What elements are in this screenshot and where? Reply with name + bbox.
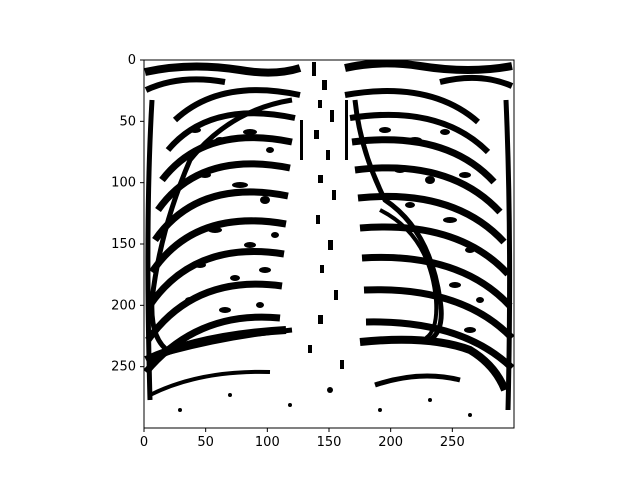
noise-speckle <box>178 387 472 417</box>
x-tick-label: 250 <box>440 435 465 450</box>
right-rib-9 <box>365 318 514 371</box>
x-tick-label: 100 <box>255 435 280 450</box>
x-tick-label: 150 <box>317 435 342 450</box>
clavicle-left <box>144 62 302 77</box>
y-axis: 0 50 100 150 200 250 <box>111 53 144 375</box>
right-lung-outline <box>352 99 444 343</box>
x-axis: 0 50 100 150 200 250 <box>140 428 465 450</box>
left-rib-1 <box>172 87 301 123</box>
left-ribs <box>144 87 301 375</box>
right-rib-3 <box>351 136 497 185</box>
left-rib-6 <box>149 217 287 274</box>
right-rib-7 <box>361 253 513 309</box>
shoulder-right <box>439 74 514 89</box>
left-rib-4 <box>155 160 291 213</box>
y-tick-label: 150 <box>111 237 136 252</box>
right-rib-1 <box>344 88 480 125</box>
right-rib-6 <box>359 223 511 277</box>
lower-abdomen-left <box>149 369 271 397</box>
right-ribs <box>344 88 514 371</box>
clavicle-right <box>344 60 513 74</box>
x-tick-label: 200 <box>378 435 403 450</box>
lung-texture <box>185 127 484 333</box>
heart-border <box>379 208 439 340</box>
x-tick-label: 0 <box>140 435 148 450</box>
left-rib-2 <box>165 110 296 152</box>
diaphragm-right <box>359 335 509 392</box>
y-tick-label: 200 <box>111 298 136 313</box>
plot-area <box>143 59 515 429</box>
y-tick-label: 50 <box>119 114 136 129</box>
left-rib-3 <box>159 134 293 183</box>
y-tick-label: 250 <box>111 360 136 375</box>
right-rib-4 <box>354 164 503 215</box>
right-rib-2 <box>349 111 491 155</box>
lower-abdomen-right <box>374 373 461 388</box>
left-rib-7 <box>147 248 285 307</box>
y-tick-label: 100 <box>111 176 136 191</box>
left-rib-8 <box>145 280 283 343</box>
right-rib-5 <box>357 192 507 245</box>
xray-image <box>144 60 514 417</box>
shoulder-left <box>144 76 226 93</box>
chest-wall-left <box>145 99 155 401</box>
x-tick-label: 50 <box>197 435 214 450</box>
chest-wall-right <box>503 99 513 411</box>
right-rib-8 <box>363 286 514 341</box>
diaphragm-left <box>144 326 287 364</box>
y-tick-label: 0 <box>128 53 136 68</box>
spine <box>300 62 348 369</box>
